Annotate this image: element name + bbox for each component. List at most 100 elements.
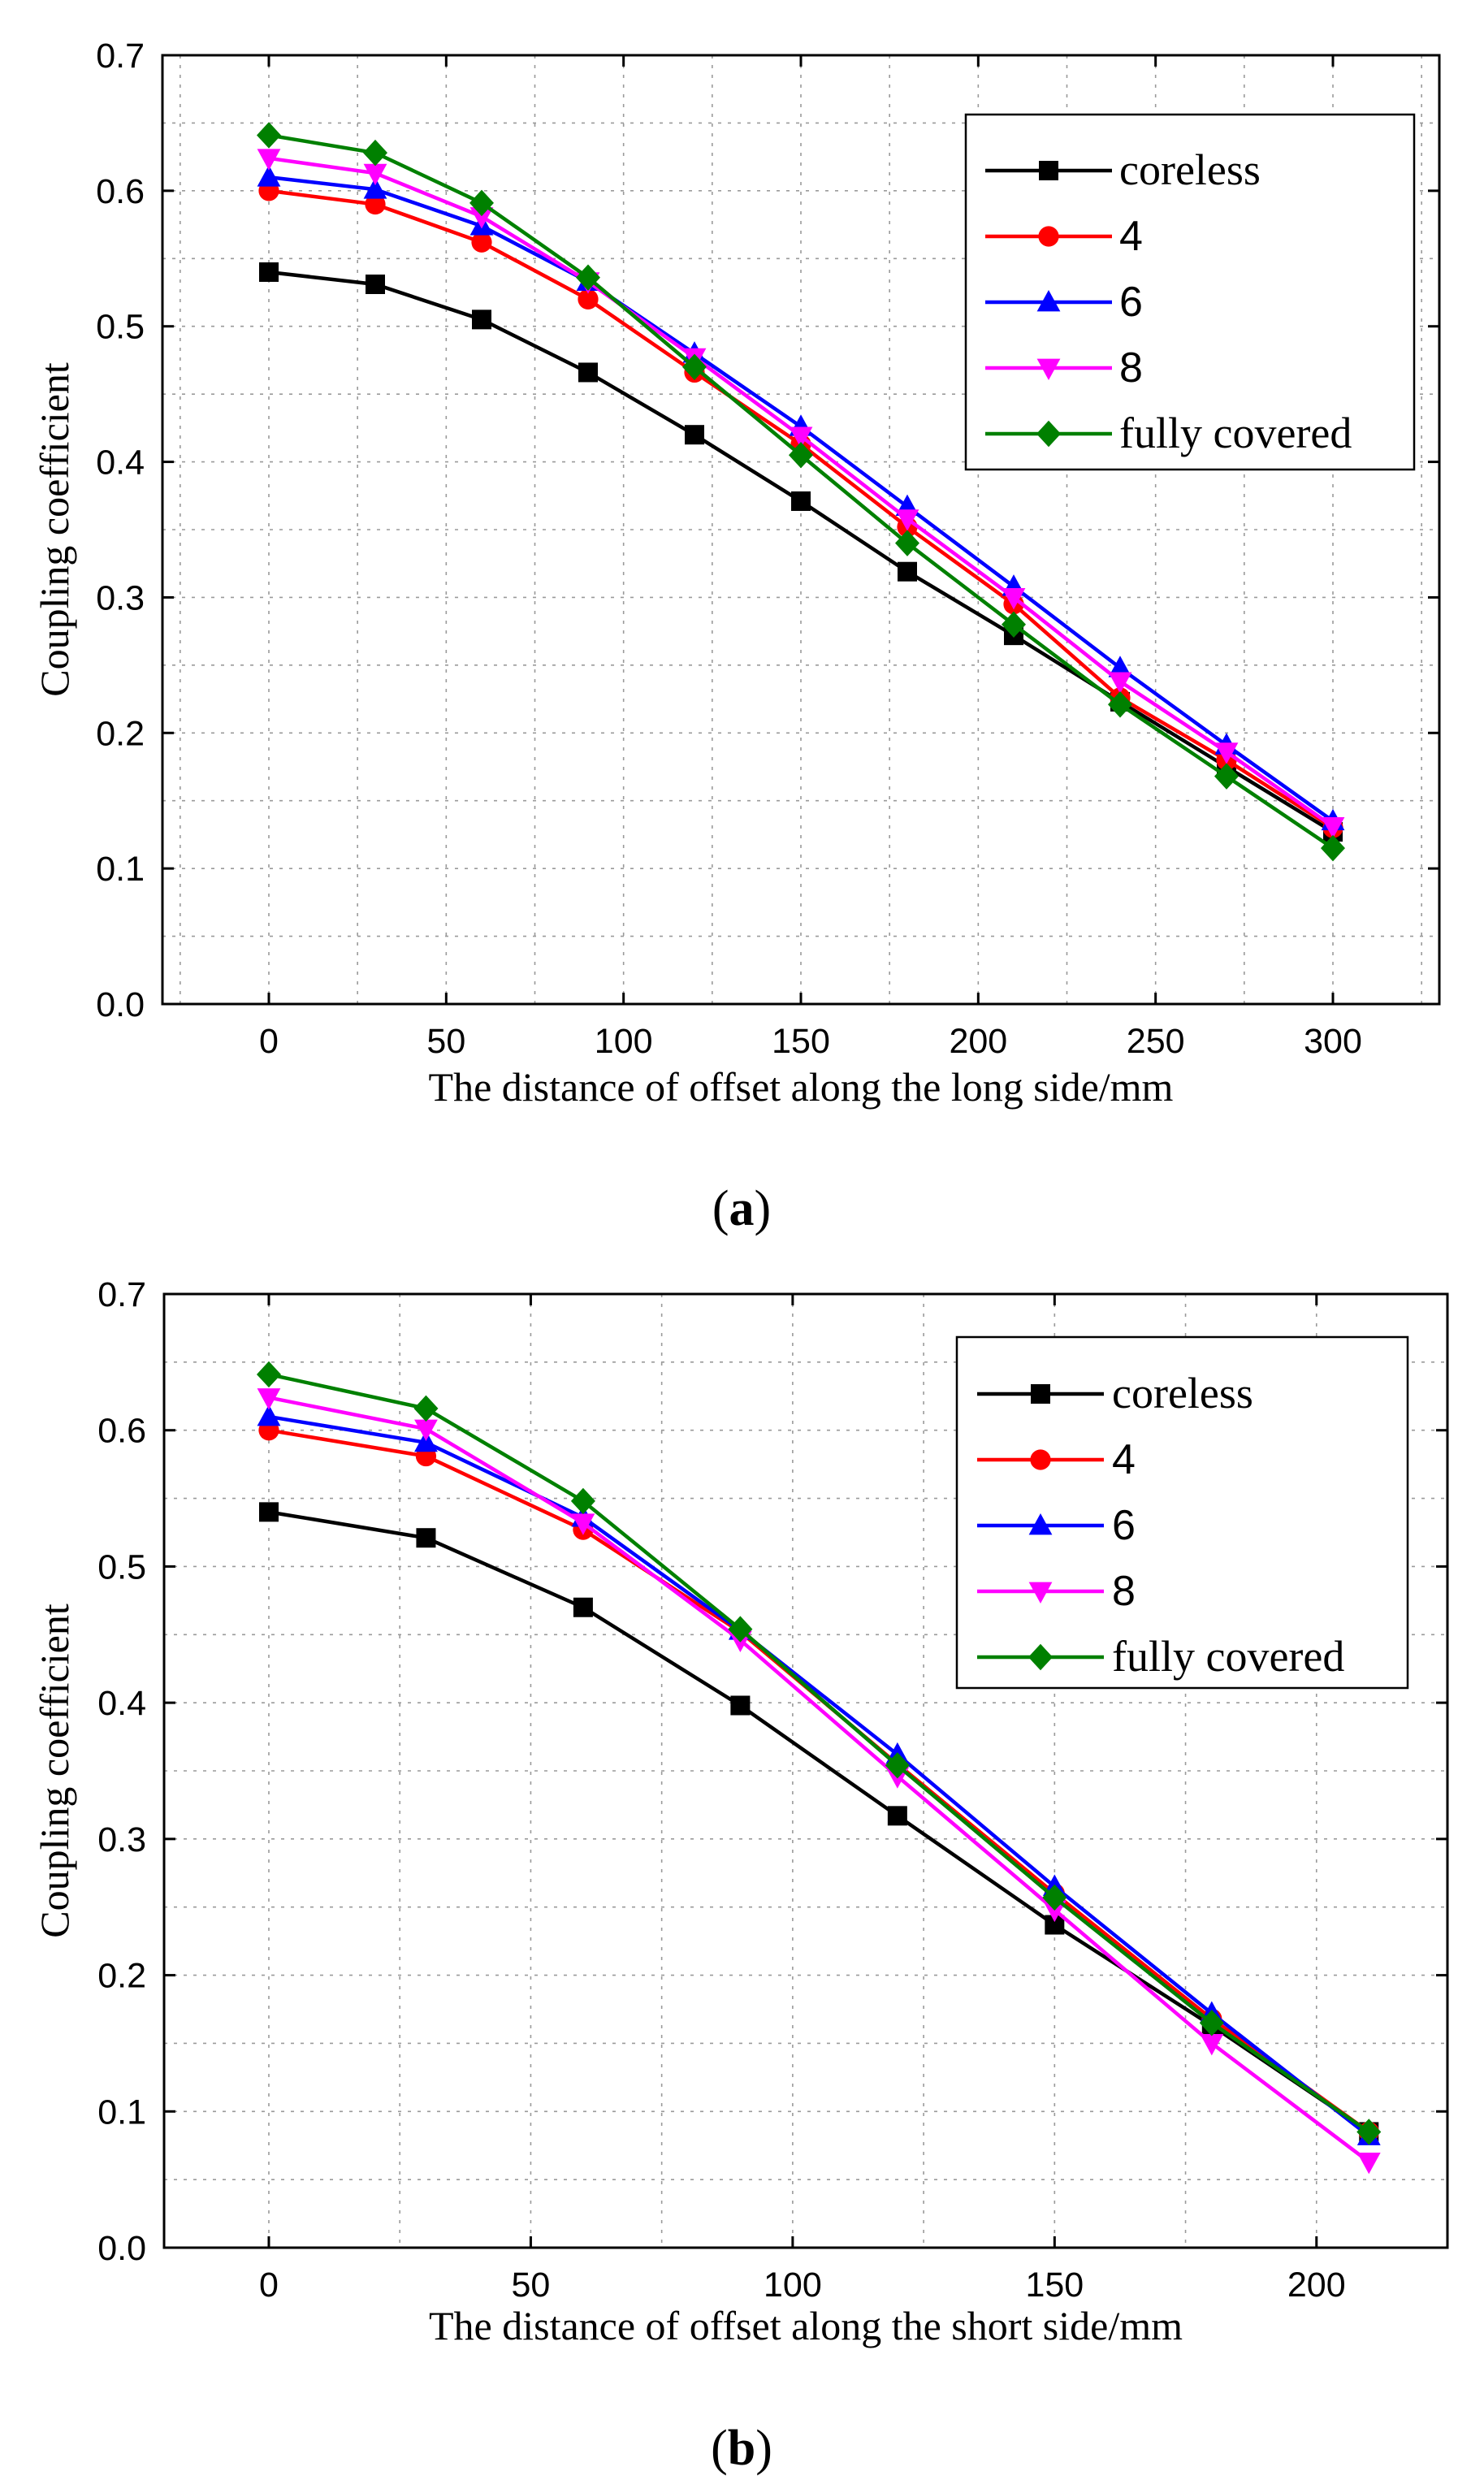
legend-label: fully covered (1112, 1632, 1344, 1681)
data-point (363, 139, 387, 167)
x-tick-label: 250 (1127, 1022, 1185, 1061)
legend-label: 4 (1112, 1436, 1136, 1483)
data-point (895, 509, 919, 531)
y-axis-title: Coupling coefficient (32, 362, 77, 697)
figure-caption: (b) (711, 2421, 772, 2476)
x-tick-label: 100 (764, 2266, 822, 2305)
data-point (576, 264, 600, 291)
data-point (1042, 1884, 1067, 1911)
legend-box (964, 113, 1416, 471)
figure-caption: (a) (712, 1181, 771, 1236)
y-tick-label: 0.5 (97, 1547, 146, 1586)
y-axis-title: Coupling coefficient (32, 1604, 77, 1938)
x-tick-label: 0 (259, 2266, 279, 2305)
legend: coreless 4 6 8 fully covered (955, 1335, 1409, 1690)
data-point (257, 1404, 281, 1426)
y-tick-label: 0.2 (96, 714, 145, 753)
data-point (257, 149, 281, 171)
data-point (365, 193, 386, 215)
legend-item: 4 (977, 1436, 1136, 1483)
data-point (256, 1361, 281, 1388)
data-point (363, 163, 387, 186)
data-point (1108, 691, 1132, 718)
y-tick-label: 0.1 (96, 850, 145, 889)
data-point (1042, 1900, 1066, 1923)
data-point (472, 309, 491, 330)
data-point (414, 1419, 438, 1442)
data-point (1356, 2119, 1382, 2145)
data-point (469, 189, 494, 217)
y-tick-label: 0.7 (97, 1275, 146, 1314)
data-point (1108, 672, 1132, 694)
data-point (1108, 656, 1132, 677)
data-point (885, 1752, 910, 1779)
legend-item: fully covered (977, 1632, 1344, 1681)
y-tick-label: 0.4 (97, 1684, 146, 1723)
legend-marker (1028, 1513, 1053, 1535)
legend-marker (1028, 1582, 1053, 1604)
x-tick-label: 200 (1287, 2266, 1346, 2305)
data-point (1214, 742, 1239, 764)
chart-a-offset-long-side: 0 50 100 150 200 250 300 0.0 0.1 0.2 0.3 0.4 0.5 0.6 0… (32, 37, 1441, 1236)
x-tick-label: 150 (1025, 2266, 1084, 2305)
legend-marker (1039, 161, 1058, 180)
series-line (268, 1372, 1370, 2134)
data-point (728, 1616, 753, 1643)
data-point (570, 1487, 595, 1515)
y-tick-label: 0.0 (97, 2229, 146, 2268)
y-tick-label: 0.4 (96, 444, 145, 483)
legend-label: fully covered (1119, 409, 1352, 457)
data-point (259, 262, 279, 282)
legend-item: 6 (977, 1502, 1136, 1549)
series-line (268, 1414, 1370, 2138)
caption-letter: a (729, 1181, 755, 1236)
data-point (1002, 611, 1026, 638)
data-point (685, 425, 704, 445)
data-point (257, 1388, 281, 1410)
x-tick-label: 150 (772, 1022, 830, 1061)
data-point (413, 1395, 439, 1422)
y-tick-label: 0.6 (97, 1412, 146, 1451)
caption-close-paren: ) (755, 1181, 772, 1236)
y-tick-label: 0.6 (96, 172, 145, 211)
legend-marker (1036, 358, 1061, 380)
y-tick-label: 0.3 (97, 1820, 146, 1859)
data-point (895, 530, 919, 556)
caption-open-paren: ( (712, 1181, 729, 1236)
legend-label: 8 (1112, 1568, 1136, 1615)
data-point (578, 288, 599, 309)
x-tick-label: 200 (949, 1022, 1007, 1061)
data-point (471, 232, 492, 253)
data-point (730, 1695, 751, 1716)
data-point (1321, 834, 1345, 862)
data-point (1199, 2010, 1224, 2036)
y-tick-label: 0.3 (96, 578, 145, 617)
data-point (789, 426, 813, 448)
y-tick-label: 0.0 (96, 985, 145, 1024)
legend-item: 8 (977, 1568, 1136, 1615)
data-point (1002, 588, 1026, 610)
data-point (257, 165, 281, 187)
y-tick-label: 0.1 (97, 2093, 146, 2132)
data-point (571, 1513, 595, 1535)
legend-label: coreless (1119, 145, 1261, 194)
plot-frame (161, 54, 1441, 1006)
x-tick-label: 100 (595, 1022, 653, 1061)
legend: coreless 4 6 8 fully covered (964, 113, 1416, 471)
legend-item: fully covered (985, 409, 1352, 457)
legend-label: 6 (1119, 279, 1143, 326)
chart-b-offset-short-side: 0 50 100 150 200 0.0 0.1 0.2 0.3 0.4 0.5 0.6 0.7 core… (32, 1275, 1449, 2476)
x-tick-label: 300 (1304, 1022, 1362, 1061)
data-point (682, 353, 707, 380)
y-tick-label: 0.2 (97, 1957, 146, 1996)
legend-marker (1030, 1449, 1051, 1470)
data-point (1214, 763, 1239, 790)
data-point (469, 207, 494, 229)
legend-label: coreless (1112, 1369, 1253, 1417)
data-point (887, 1806, 907, 1826)
y-tick-label: 0.7 (96, 37, 145, 76)
data-point (1200, 2034, 1224, 2056)
x-axis-title: The distance of offset along the short s… (429, 2303, 1183, 2348)
data-point (363, 177, 387, 199)
